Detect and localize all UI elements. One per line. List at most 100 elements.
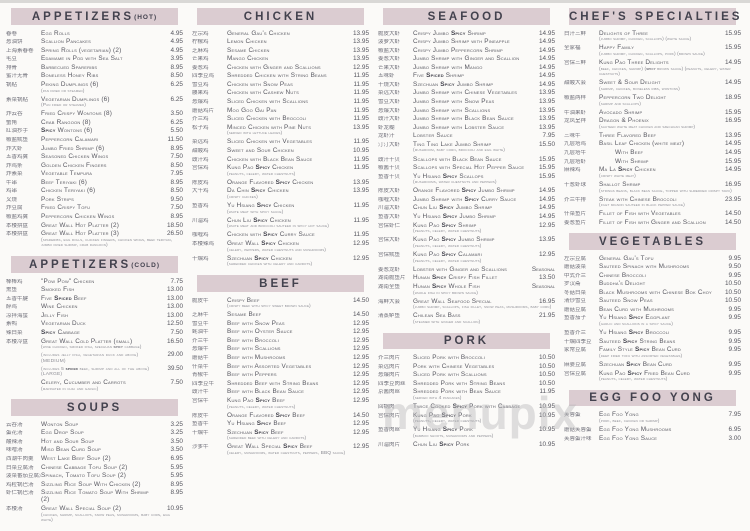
menu-item: 豉汁牛 Beef with Black Bean Sauce 12.95: [192, 388, 369, 395]
section-title: SOUPS: [66, 401, 123, 414]
item-name: Lobster Sauce: [413, 132, 453, 140]
item-price: 14.95: [539, 72, 555, 80]
item-name: Fillet of Fish with Ginger and Scallion: [599, 218, 706, 226]
item-name: West Lake Beef Soup (2): [41, 455, 111, 463]
item-description: (mushroom, baby corn, broccoli and egg w…: [413, 148, 505, 154]
item-price: 13.95: [539, 98, 555, 105]
item-price: 15.95: [725, 108, 741, 116]
menu-item: 白汁三鲜 Delights of Three 15.95: [564, 30, 741, 37]
menu-item: 云吞汤 Wonton Soup 3.25: [6, 421, 183, 428]
item-chinese-name: 大千鸡: [192, 188, 209, 195]
item-price: 7.95: [728, 411, 741, 419]
item-name: Fillet of Fish with Vegetables: [599, 210, 681, 218]
item-chinese-name: 蜜汁无骨: [6, 73, 29, 80]
item-price: 12.95: [353, 443, 369, 451]
item-price: 14.50: [353, 296, 369, 304]
menu-item: 蜜汁无骨 Boneless Honey Ribs 8.50: [6, 72, 183, 79]
item-name: Shredded Chicken with String Beans: [227, 72, 327, 80]
item-price: 12.95: [353, 371, 369, 379]
item-name: Egg Rolls: [41, 29, 70, 37]
item-chinese-name: 白汁三鲜: [564, 30, 587, 37]
item-price: 14.95: [725, 166, 741, 174]
item-chinese-name: 芙蓉蛋: [564, 412, 581, 419]
item-name: Twice Cooked Spicy Pork with Cabbage: [413, 403, 521, 410]
item-chinese-name: 湖南全鱼: [378, 283, 401, 290]
section-title-suffix: (HOT): [134, 13, 158, 21]
item-name: Crispy Beef: [227, 296, 260, 304]
menu-section: CHICKEN 左宗鸡 General Gau's Chicken 13.95 柠檬鸡 L…: [192, 8, 369, 268]
item-price: 13.95: [539, 123, 555, 131]
item-name: Beef with Broccoli: [227, 336, 279, 344]
item-chinese-name: 雪豆牛: [192, 320, 209, 327]
item-name: Yu Hsiang Spicy Eggplant: [599, 314, 671, 322]
item-name: Szechuan Spicy Chicken: [227, 254, 292, 262]
menu-item: 蛋花汤 Egg Drop Soup 3.25: [6, 429, 183, 436]
menu-item: 鱼香干贝 Yu Hsiang Spicy Scallops 15.95: [378, 173, 555, 180]
menu-item: 豉汁干贝 Scallops with Black Bean Sauce 15.95: [378, 156, 555, 163]
menu-item: 酸辣汤 Hot and Sour Soup 3.50: [6, 438, 183, 445]
item-price: 11.95: [353, 231, 369, 239]
item-description: (peanuts, celery, water chestnuts): [413, 229, 482, 235]
item-price: 14.95: [725, 149, 741, 157]
menu-column: CHICKEN 左宗鸡 General Gau's Chicken 13.95 柠檬鸡 L…: [192, 5, 369, 464]
item-chinese-name: 五香鸡翼: [6, 154, 29, 161]
menu-item: 姜葱大虾 Jumbo Shrimp with Ginger and Scallio…: [378, 55, 555, 62]
item-chinese-name: 葱爆肉片: [378, 372, 401, 379]
menu-item: 五香牛腱 Five Spiced Beef 13.00: [6, 295, 183, 302]
item-name: Pork with Chinese Vegetables: [413, 362, 495, 370]
item-price: 12.95: [353, 379, 369, 387]
item-chinese-name: 椒酱干贝: [378, 165, 401, 172]
menu-item: 宫保豆腐 Kung Pao Spicy Fried Bean Curd 9.95: [564, 370, 741, 377]
item-chinese-name: 五味虾: [378, 73, 395, 80]
menu-item: 鱼香大虾 Yu Hsiang Spicy Jumbo Shrimp 14.95: [378, 213, 555, 220]
menu-item: 春卷 Egg Rolls 4.95: [6, 30, 183, 37]
item-chinese-name: 干烧大虾: [378, 81, 401, 88]
item-chinese-name: 牛串: [6, 179, 18, 186]
menu-item: 叉烧 Pork Strips 9.50: [6, 196, 183, 203]
item-chinese-name: 本楼拼盘: [6, 222, 29, 229]
item-chinese-name: 蘑菇牛: [192, 355, 209, 362]
menu-item: 九层塔鸡 Basil Leaf Chicken (white meat) 14.95: [564, 140, 741, 147]
menu-item: 干煸牛 Szechuan Spicy Beef 12.95: [192, 429, 369, 436]
menu-item: 炸大虾 Jumbo Fried Shrimp (6) 8.95: [6, 145, 183, 152]
menu-item: 宫保肉片 Kung Pao Spicy Pork 10.95: [378, 412, 555, 419]
item-chinese-name: 陈皮大虾: [378, 188, 401, 195]
item-name: Kung Pao Spicy Chicken: [227, 164, 294, 172]
menu-item: 菠菜番茄豆腐汤 Spinach, Tomato Tofu Soup (2) 5.95: [6, 472, 183, 479]
item-name: Jumbo Shrimp with Black Bean Sauce: [413, 115, 514, 123]
menu-item: 葱爆肉片 Sliced Pork with Scallions 10.50: [378, 371, 555, 378]
menu-item: 什菜鱼片 Fillet of Fish with Vegetables 14.50: [564, 210, 741, 217]
item-chinese-name: 汀汀大虾: [378, 141, 401, 148]
item-price: 3.25: [170, 420, 183, 428]
menu-item: 芒果大虾 Jumbo Shrimp with Mango 14.95: [378, 64, 555, 71]
item-chinese-name: 芥兰鸡: [192, 116, 209, 123]
item-name: Beef with Mushrooms: [227, 354, 286, 362]
item-price: 14.95: [539, 213, 555, 221]
menu-item: 四季豆鸡 Shredded Chicken with String Beans 11…: [192, 72, 369, 79]
menu-section: APPETIZERS(HOT) 春卷 Egg Rolls 4.95 葱油饼 Scallio…: [6, 8, 183, 249]
item-chinese-name: 鱼香肉丝: [378, 427, 401, 434]
item-description: (spareribs, egg rolls, chicken fingers, …: [41, 237, 173, 249]
menu-item: 湖南全鱼 Hunan Spicy Whole Fish Seasonal: [378, 283, 555, 290]
item-price: 14.95: [725, 58, 741, 66]
item-price: 3.50: [170, 437, 183, 445]
item-chinese-name: 宫保三鲜: [564, 59, 587, 66]
item-chinese-name: 本楼辣鸡: [192, 241, 215, 248]
item-name: Yu Hsiang Spicy Beef: [227, 420, 287, 428]
menu-item: 九层塔牛 With Beef 14.95: [564, 149, 741, 156]
item-description: (mushrooms, water chestnuts and peppers): [413, 180, 497, 186]
item-price: 12.95: [539, 221, 555, 229]
item-name: Family Style Spicy Bean Curd: [599, 346, 681, 354]
item-price: 14.95: [539, 63, 555, 71]
item-name: Shredded Pork with String Beans: [413, 379, 506, 387]
item-description: (shrimp, chicken, boneless ribs, wontons…: [599, 86, 680, 92]
item-price: 4.95: [170, 46, 183, 54]
item-price: 12.95: [353, 396, 369, 404]
item-price: 7.50: [170, 153, 183, 161]
menu-item: 鸡串 Chicken Teriyaki (6) 8.50: [6, 187, 183, 194]
menu-item: 蘑菇菠菜 Sauteed Spinach with Mushrooms 9.50: [564, 263, 741, 270]
item-name: Chun Liu Spicy Pork: [413, 440, 470, 448]
item-description: (peanuts, celery, water chestnuts): [227, 171, 296, 177]
item-price: 15.95: [725, 44, 741, 52]
item-name: Beef with Oyster Sauce: [227, 328, 293, 336]
